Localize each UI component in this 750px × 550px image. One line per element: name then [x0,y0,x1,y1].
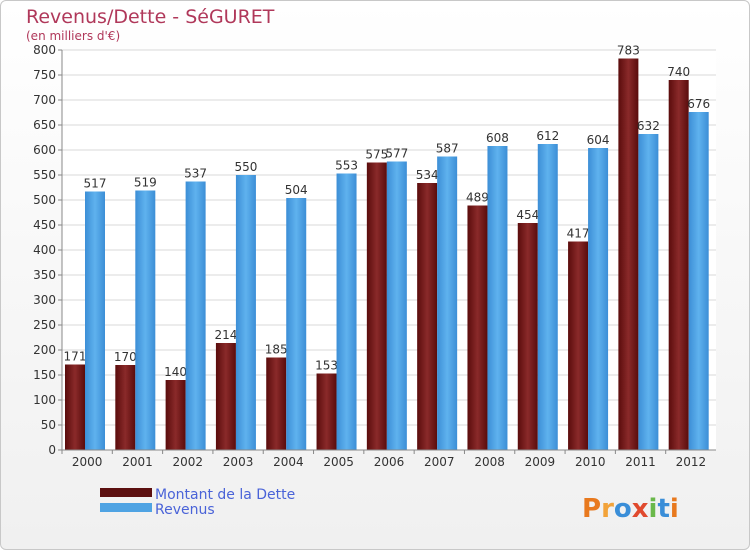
bar-debt [165,380,186,450]
bar-debt [618,58,639,450]
value-label-revenue: 550 [234,160,257,174]
value-label-debt: 417 [567,227,590,241]
x-tick-label: 2002 [172,455,203,469]
bar-debt [266,357,287,450]
proxiti-logo: Proxiti [582,494,679,524]
value-label-debt: 575 [365,148,388,162]
value-label-debt: 454 [516,208,539,222]
bar-revenue [336,173,357,450]
x-tick-label: 2007 [424,455,455,469]
x-tick-label: 2005 [323,455,354,469]
bar-revenue [286,198,307,450]
y-tick-label: 600 [33,143,56,157]
y-tick-label: 700 [33,93,56,107]
x-tick-label: 2012 [676,455,707,469]
value-label-revenue: 517 [84,177,107,191]
bar-revenue [688,112,709,450]
bar-revenue [235,175,256,450]
value-label-revenue: 632 [637,119,660,133]
bar-debt [316,373,337,450]
x-tick-label: 2001 [122,455,153,469]
y-tick-label: 650 [33,118,56,132]
bar-debt [366,162,387,450]
value-label-debt: 783 [617,44,640,58]
x-tick-label: 2008 [474,455,505,469]
value-label-debt: 534 [416,168,439,182]
bars: 1715171705191405372145501855041535535755… [64,44,710,450]
value-label-debt: 140 [164,365,187,379]
value-label-debt: 171 [64,350,87,364]
chart-subtitle: (en milliers d'€) [26,29,120,43]
bar-revenue [537,144,558,450]
x-axis: 2000 2001 2002 2003 2004 2005 2006 2007 2008 2009… [61,449,716,469]
bar-debt [517,223,538,450]
y-tick-label: 150 [33,368,56,382]
bar-revenue [638,134,659,450]
bar-revenue [386,161,407,450]
value-label-revenue: 537 [184,167,207,181]
legend-swatch-revenue [100,503,152,512]
value-label-revenue: 577 [385,147,408,161]
y-axis: 0 50 100 150 200 250 300 350 400 450 500 550 600 650 7… [33,43,63,457]
bar-debt [65,364,85,450]
y-tick-label: 350 [33,268,56,282]
x-tick-label: 2011 [625,455,656,469]
bar-revenue [487,146,508,450]
y-tick-label: 750 [33,68,56,82]
y-tick-label: 100 [33,393,56,407]
bar-debt [115,365,136,450]
bar-revenue [85,191,105,450]
y-tick-label: 250 [33,318,56,332]
y-tick-label: 450 [33,218,56,232]
x-tick-label: 2006 [374,455,405,469]
bar-debt [467,205,488,450]
x-tick-label: 2009 [525,455,556,469]
bar-revenue [185,181,206,450]
x-tick-label: 2000 [72,455,103,469]
legend-label-revenue: Revenus [155,502,215,518]
value-label-revenue: 676 [687,97,710,111]
value-label-debt: 185 [265,343,288,357]
bar-debt [668,80,689,450]
bar-debt [417,183,438,450]
legend: Montant de la Dette Revenus [100,487,295,518]
y-tick-label: 300 [33,293,56,307]
value-label-debt: 740 [667,65,690,79]
chart-title: Revenus/Dette - SéGURET [26,6,275,28]
bar-debt [568,241,589,450]
value-label-debt: 214 [214,328,237,342]
y-tick-label: 800 [33,43,56,57]
bar-revenue [588,148,609,450]
value-label-revenue: 519 [134,176,157,190]
y-tick-label: 0 [48,443,56,457]
brand-logo: Proxiti [582,494,679,524]
legend-label-debt: Montant de la Dette [155,487,295,503]
bar-revenue [437,156,458,450]
value-label-debt: 153 [315,359,338,373]
bar-debt [215,343,236,450]
y-tick-label: 550 [33,168,56,182]
x-tick-label: 2010 [575,455,606,469]
value-label-revenue: 587 [436,142,459,156]
y-tick-label: 400 [33,243,56,257]
bar-revenue [135,190,156,450]
legend-swatch-debt [100,488,152,497]
value-label-revenue: 612 [536,129,559,143]
value-label-debt: 489 [466,191,489,205]
x-tick-label: 2003 [223,455,254,469]
value-label-revenue: 604 [587,133,610,147]
y-tick-label: 50 [41,418,56,432]
x-tick-label: 2004 [273,455,304,469]
value-label-revenue: 553 [335,159,358,173]
y-tick-label: 200 [33,343,56,357]
value-label-revenue: 504 [285,183,308,197]
value-label-debt: 170 [114,350,137,364]
y-tick-label: 500 [33,193,56,207]
value-label-revenue: 608 [486,131,509,145]
